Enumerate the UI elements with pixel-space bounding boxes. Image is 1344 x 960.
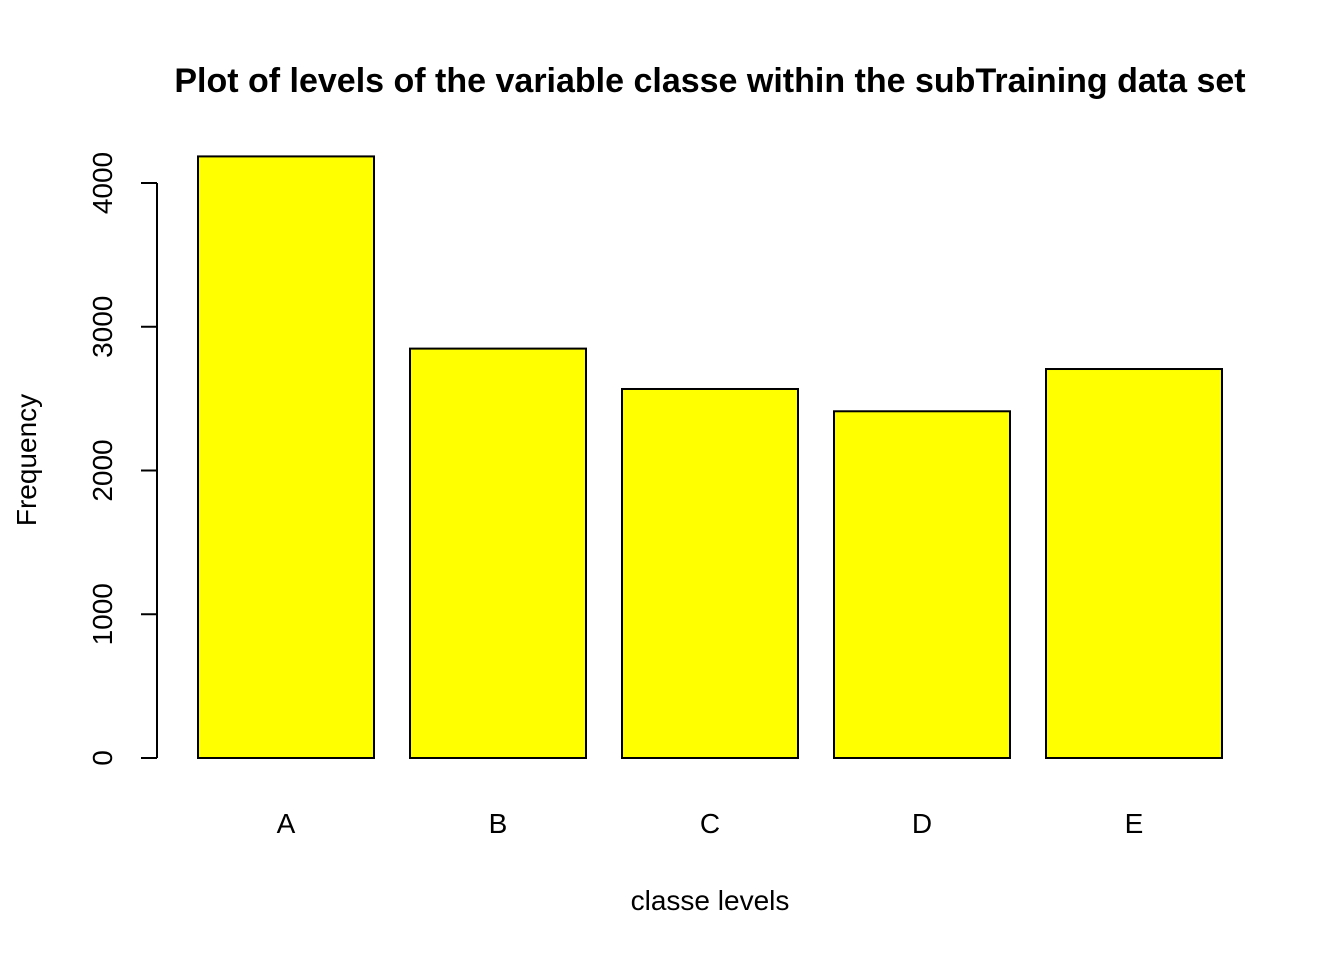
x-tick-label: C [700,808,720,839]
y-tick-label: 3000 [87,296,118,358]
x-tick-label: E [1125,808,1144,839]
x-tick-label: B [489,808,508,839]
x-tick-labels: A B C D E [277,808,1144,839]
y-tick-label: 4000 [87,152,118,214]
bar-A [197,155,375,759]
y-tick-label: 1000 [87,583,118,645]
bars [197,155,1223,759]
x-axis-label: classe levels [631,885,790,916]
y-axis: 0 1000 2000 3000 4000 [87,152,158,766]
x-tick-label: D [912,808,932,839]
y-tick-label: 0 [87,750,118,766]
y-tick-label: 2000 [87,439,118,501]
x-tick-label: A [277,808,296,839]
y-axis-label: Frequency [11,394,42,526]
chart-title: Plot of levels of the variable classe wi… [174,62,1245,100]
bar-C [621,387,799,759]
bar-D [833,410,1011,759]
bar-E [1045,368,1223,759]
bar-B [409,347,587,759]
